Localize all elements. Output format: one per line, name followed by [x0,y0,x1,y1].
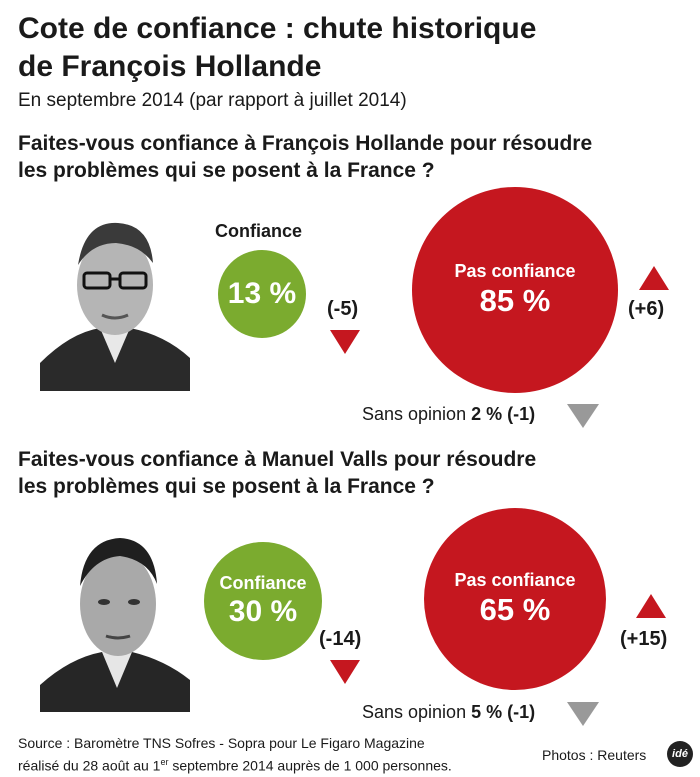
change-sans-opinion-valls: (-1) [507,702,536,722]
arrow-down-confiance-valls-icon [330,660,360,684]
change-pas-confiance-valls: (+15) [620,628,668,650]
source-line-2-end: septembre 2014 auprès de 1 000 personnes… [168,757,452,774]
change-pas-confiance-hollande: (+6) [628,298,665,320]
change-confiance-hollande: (-5) [327,298,359,320]
value-sans-opinion-hollande: 2 % [471,404,503,424]
change-confiance-valls: (-14) [319,628,362,650]
value-confiance-valls: 30 % [228,595,298,628]
arrow-up-pas-confiance-valls-icon [636,594,666,618]
subtitle: En septembre 2014 (par rapport à juillet… [18,90,407,111]
label-sans-opinion-hollande: Sans opinion [362,404,467,424]
sans-opinion-hollande: Sans opinion 2 % (-1) [362,404,535,425]
circle-confiance-valls: Confiance 30 % [204,542,322,660]
arrow-up-pas-confiance-hollande-icon [639,266,669,290]
arrow-down-sans-opinion-hollande-icon [567,404,599,428]
arrow-down-sans-opinion-valls-icon [567,702,599,726]
change-sans-opinion-hollande: (-1) [507,404,536,424]
page-title: Cote de confiance : chute historique de … [18,10,536,86]
label-sans-opinion-valls: Sans opinion [362,702,467,722]
sans-opinion-valls: Sans opinion 5 % (-1) [362,702,535,723]
portrait-valls-icon [40,520,190,712]
question-hollande-line-1: Faites-vous confiance à François Holland… [18,132,593,155]
photo-hollande [40,203,190,391]
circle-pas-confiance-hollande: Pas confiance 85 % [412,187,618,393]
value-pas-confiance-hollande: 85 % [479,283,551,318]
label-pas-confiance-hollande: Pas confiance [454,261,576,281]
label-confiance-hollande: Confiance [215,221,303,241]
question-valls-line-2: les problèmes qui se posent à la France … [18,475,435,498]
title-line-1: Cote de confiance : chute historique [18,12,537,45]
photo-valls [40,520,190,712]
value-sans-opinion-valls: 5 % [471,702,503,722]
arrow-down-confiance-hollande-icon [330,330,360,354]
question-valls: Faites-vous confiance à Manuel Valls pou… [18,446,536,500]
question-hollande: Faites-vous confiance à François Holland… [18,130,592,184]
label-confiance-valls: Confiance [219,573,307,593]
source-line-1: Source : Baromètre TNS Sofres - Sopra po… [18,735,425,751]
source-note: Source : Baromètre TNS Sofres - Sopra po… [18,734,452,776]
label-pas-confiance-valls: Pas confiance [454,570,576,590]
source-line-2-sup: er [160,757,169,767]
question-valls-line-1: Faites-vous confiance à Manuel Valls pou… [18,448,537,471]
value-pas-confiance-valls: 65 % [479,592,551,627]
value-confiance-hollande: 13 % [227,277,297,310]
question-hollande-line-2: les problèmes qui se posent à la France … [18,159,435,182]
source-line-2: réalisé du 28 août au 1er septembre 2014… [18,753,452,776]
circle-confiance-hollande: 13 % [218,250,306,338]
ide-logo: idé [667,741,693,767]
circle-pas-confiance-valls: Pas confiance 65 % [424,508,606,690]
title-line-2: de François Hollande [18,50,322,83]
source-line-2-start: réalisé du 28 août au 1 [18,757,161,774]
photos-credit: Photos : Reuters [542,747,647,763]
portrait-hollande-icon [40,203,190,391]
